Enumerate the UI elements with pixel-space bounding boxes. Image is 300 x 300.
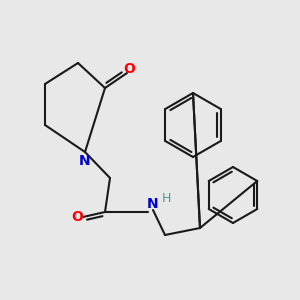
Text: N: N	[147, 197, 159, 211]
Text: N: N	[79, 154, 91, 168]
Text: O: O	[71, 210, 83, 224]
Text: O: O	[123, 62, 135, 76]
Text: H: H	[161, 191, 171, 205]
